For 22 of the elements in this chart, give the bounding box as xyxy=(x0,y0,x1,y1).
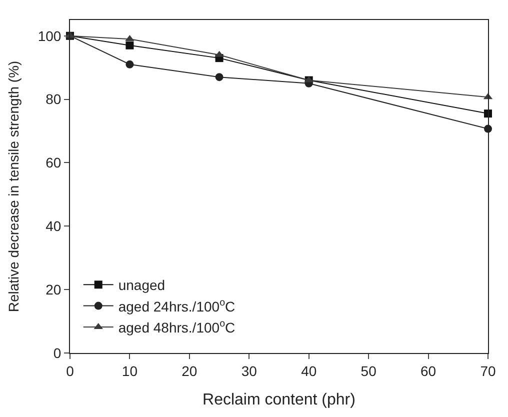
x-tick-label: 50 xyxy=(360,362,377,379)
x-tick-label: 20 xyxy=(182,362,198,379)
x-tick-label: 60 xyxy=(420,362,436,379)
x-tick-label: 70 xyxy=(480,362,496,379)
x-tick-label: 40 xyxy=(301,362,317,379)
y-tick-label: 0 xyxy=(53,344,62,361)
y-tick-label: 100 xyxy=(38,28,62,44)
x-tick-label: 0 xyxy=(66,362,74,379)
y-axis-title: Relative decrease in tensile strength (%) xyxy=(5,60,22,312)
x-tick-label: 30 xyxy=(241,362,258,379)
point xyxy=(126,41,134,50)
x-tick-label: 10 xyxy=(122,362,138,379)
legend-label: aged 48hrs./100$^{o}$C xyxy=(118,318,236,336)
point xyxy=(126,60,134,68)
legend-label: aged 24hrs./100$^{o}$C xyxy=(118,297,236,314)
y-tick-label: 80 xyxy=(46,91,62,108)
y-tick-label: 60 xyxy=(46,154,62,171)
y-tick-label: 40 xyxy=(46,218,62,234)
legend-label: unaged xyxy=(118,277,166,294)
y-tick-label: 20 xyxy=(46,281,62,298)
point xyxy=(215,73,224,82)
x-axis-title: Reclaim content (phr) xyxy=(202,392,356,408)
